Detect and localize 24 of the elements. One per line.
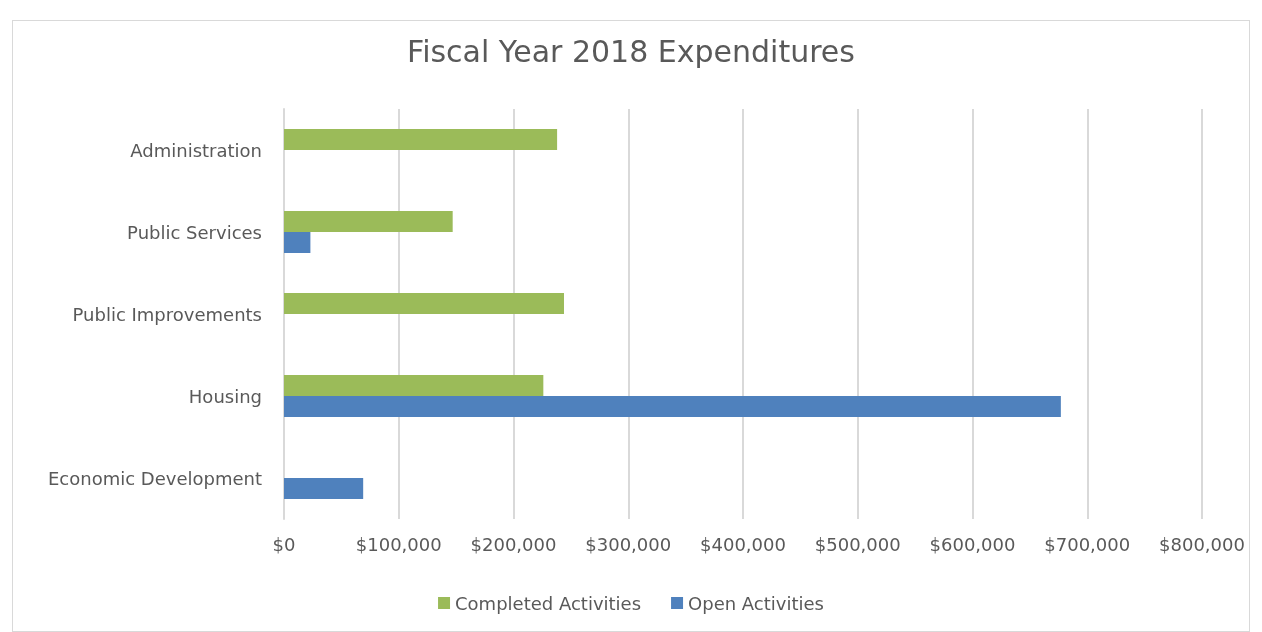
y-tick-label: Housing — [188, 385, 262, 407]
x-tick-label: $300,000 — [585, 533, 672, 555]
x-tick-label: $100,000 — [355, 533, 442, 555]
x-tick-label: $700,000 — [1044, 533, 1131, 555]
chart-title: Fiscal Year 2018 Expenditures — [407, 33, 855, 69]
x-tick-label: $0 — [272, 533, 296, 555]
x-tick-label: $500,000 — [814, 533, 901, 555]
bar — [284, 293, 564, 314]
x-tick-label: $400,000 — [700, 533, 786, 555]
x-tick-label: $600,000 — [929, 533, 1016, 555]
y-tick-label: Economic Development — [47, 467, 262, 489]
y-tick-label: Public Improvements — [72, 303, 262, 325]
y-tick-label: Administration — [130, 139, 262, 161]
legend-label: Open Activities — [688, 592, 824, 614]
bar — [284, 478, 364, 499]
y-tick-label: Public Services — [127, 221, 262, 243]
bar — [284, 375, 544, 396]
legend-label: Completed Activities — [455, 592, 642, 614]
x-tick-label: $800,000 — [1159, 533, 1245, 555]
bar — [284, 232, 311, 253]
bar — [284, 396, 1061, 417]
x-tick-label: $200,000 — [470, 533, 557, 555]
bar — [284, 211, 453, 232]
bar — [284, 129, 558, 150]
